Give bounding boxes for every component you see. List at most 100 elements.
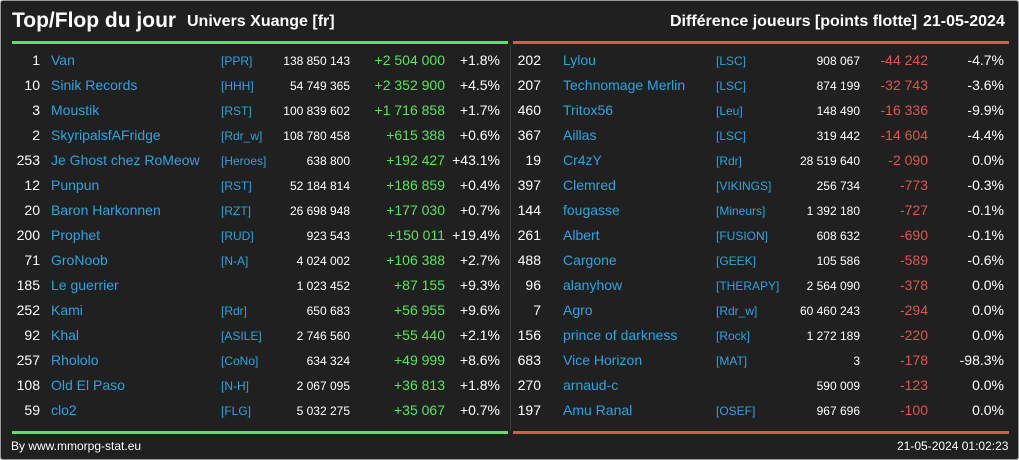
alliance-tag-link[interactable]: [Rdr_w] <box>716 304 758 318</box>
player-rank: 367 <box>517 127 541 143</box>
player-points: 908 067 <box>816 54 860 68</box>
alliance-tag-link[interactable]: [Leu] <box>716 104 743 118</box>
player-points: 2 067 095 <box>296 379 350 393</box>
player-name-link[interactable]: Vice Horizon <box>563 352 643 368</box>
top-gainer-row: 185 Le guerrier 1 023 452 +87 155 +9.3% <box>12 274 508 299</box>
player-name-link[interactable]: Clemred <box>563 177 616 193</box>
player-name-link[interactable]: Old El Paso <box>51 377 125 393</box>
player-name-link[interactable]: Baron Harkonnen <box>51 202 161 218</box>
points-difference: +2 352 900 <box>374 77 445 93</box>
alliance-tag-link[interactable]: [HHH] <box>221 79 254 93</box>
player-points: 923 543 <box>306 229 350 243</box>
player-rank: 71 <box>24 252 40 268</box>
alliance-tag-link[interactable]: [Rdr] <box>221 304 248 318</box>
percent-change: +0.7% <box>459 202 500 218</box>
alliance-tag-link[interactable]: [MAT] <box>716 354 748 368</box>
player-name-link[interactable]: Agro <box>563 302 593 318</box>
alliance-tag-link[interactable]: [RST] <box>221 179 252 193</box>
alliance-tag-link[interactable]: [CoNo] <box>221 354 259 368</box>
percent-change: -4.4% <box>967 127 1004 143</box>
player-name-link[interactable]: Moustik <box>51 102 100 118</box>
points-difference: +615 388 <box>386 127 445 143</box>
alliance-tag-link[interactable]: [LSC] <box>716 79 747 93</box>
alliance-tag-link[interactable]: [N-A] <box>221 254 249 268</box>
alliance-tag-link[interactable]: [THERAPY] <box>716 279 780 293</box>
alliance-tag-link[interactable]: [Rock] <box>716 329 751 343</box>
player-name-link[interactable]: GroNoob <box>51 252 108 268</box>
top-loser-row: 19 Cr4zY [Rdr] 28 519 640 -2 090 0.0% <box>513 149 1009 174</box>
player-name-link[interactable]: Khal <box>51 327 80 343</box>
percent-change: -98.3% <box>959 352 1004 368</box>
player-rank: 270 <box>517 377 541 393</box>
player-rank: 92 <box>24 327 40 343</box>
percent-change: +1.7% <box>459 102 500 118</box>
player-name-link[interactable]: fougasse <box>563 202 620 218</box>
alliance-tag-link[interactable]: [OSEF] <box>716 404 756 418</box>
alliance-tag-link[interactable]: [LSC] <box>716 129 747 143</box>
points-difference: -378 <box>899 277 928 293</box>
player-name-link[interactable]: Lylou <box>563 52 596 68</box>
player-rank: 144 <box>517 202 541 218</box>
credit-link[interactable]: By www.mmorpg-stat.eu <box>11 439 142 453</box>
player-points: 638 800 <box>306 154 350 168</box>
percent-change: 0.0% <box>972 377 1004 393</box>
player-name-link[interactable]: Tritox56 <box>563 102 614 118</box>
player-name-link[interactable]: Punpun <box>51 177 100 193</box>
alliance-tag-link[interactable]: [PPR] <box>221 54 253 68</box>
percent-change: -0.3% <box>967 177 1004 193</box>
player-name-link[interactable]: Van <box>51 52 75 68</box>
percent-change: -3.6% <box>967 77 1004 93</box>
player-name-link[interactable]: Rhololo <box>51 352 99 368</box>
alliance-tag-link[interactable]: [FUSION] <box>716 229 769 243</box>
player-points: 1 023 452 <box>296 279 350 293</box>
player-name-link[interactable]: Technomage Merlin <box>563 77 686 93</box>
player-points: 874 199 <box>816 79 860 93</box>
top-loser-row: 144 fougasse [Mineurs] 1 392 180 -727 -0.1% <box>513 199 1009 224</box>
alliance-tag-link[interactable]: [Rdr] <box>716 154 743 168</box>
alliance-tag-link[interactable]: [LSC] <box>716 54 747 68</box>
percent-change: +1.8% <box>459 52 500 68</box>
percent-change: +9.3% <box>459 277 500 293</box>
top-loser-row: 367 Aillas [LSC] 319 442 -14 604 -4.4% <box>513 124 1009 149</box>
top-gainer-row: 252 Kami [Rdr] 650 683 +56 955 +9.6% <box>12 299 508 324</box>
player-name-link[interactable]: Aillas <box>563 127 597 143</box>
player-name-link[interactable]: Le guerrier <box>51 277 119 293</box>
points-difference: +177 030 <box>386 202 445 218</box>
player-name-link[interactable]: alanyhow <box>563 277 623 293</box>
alliance-tag-link[interactable]: [VIKINGS] <box>716 179 772 193</box>
player-points: 650 683 <box>306 304 350 318</box>
alliance-tag-link[interactable]: [RZT] <box>221 204 251 218</box>
player-points: 608 632 <box>816 229 860 243</box>
alliance-tag-link[interactable]: [GEEK] <box>716 254 757 268</box>
alliance-tag-link[interactable]: [RST] <box>221 104 252 118</box>
alliance-tag-link[interactable]: [Rdr_w] <box>221 129 263 143</box>
percent-change: +1.8% <box>459 377 500 393</box>
percent-change: -0.1% <box>967 202 1004 218</box>
player-name-link[interactable]: Je Ghost chez RoMeow <box>51 152 200 168</box>
percent-change: +2.7% <box>459 252 500 268</box>
player-name-link[interactable]: Prophet <box>51 227 101 243</box>
player-name-link[interactable]: Sinik Records <box>51 77 138 93</box>
alliance-tag-link[interactable]: [Heroes] <box>221 154 267 168</box>
player-rank: 20 <box>24 202 40 218</box>
player-name-link[interactable]: clo2 <box>51 402 77 418</box>
alliance-tag-link[interactable]: [N-H] <box>221 379 249 393</box>
top-gainer-row: 3 Moustik [RST] 100 839 602 +1 716 858 +1.7% <box>12 99 508 124</box>
alliance-tag-link[interactable]: [ASILE] <box>221 329 262 343</box>
points-difference: +36 813 <box>394 377 445 393</box>
player-name-link[interactable]: prince of darkness <box>563 327 678 343</box>
player-name-link[interactable]: Albert <box>563 227 600 243</box>
percent-change: +0.7% <box>459 402 500 418</box>
points-difference: -773 <box>899 177 928 193</box>
player-points: 3 <box>853 354 860 368</box>
player-name-link[interactable]: Kami <box>51 302 83 318</box>
player-name-link[interactable]: Cargone <box>563 252 617 268</box>
player-name-link[interactable]: Cr4zY <box>563 152 602 168</box>
player-name-link[interactable]: arnaud-c <box>563 377 619 393</box>
player-name-link[interactable]: SkyripalsfAFridge <box>51 127 161 143</box>
alliance-tag-link[interactable]: [RUD] <box>221 229 254 243</box>
player-points: 256 734 <box>816 179 860 193</box>
player-name-link[interactable]: Amu Ranal <box>563 402 633 418</box>
alliance-tag-link[interactable]: [Mineurs] <box>716 204 766 218</box>
alliance-tag-link[interactable]: [FLG] <box>221 404 252 418</box>
